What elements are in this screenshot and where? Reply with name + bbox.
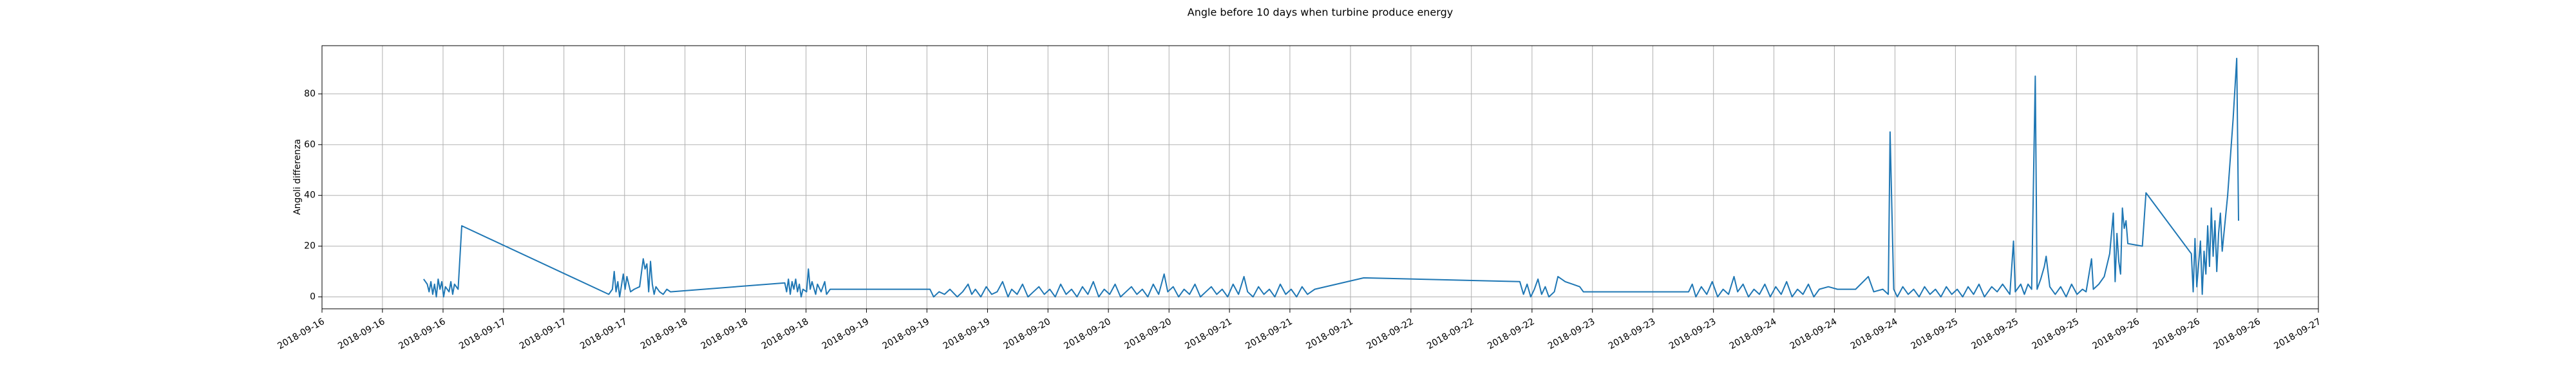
x-tick-label: 2018-09-16 bbox=[397, 317, 448, 352]
x-tick-label: 2018-09-23 bbox=[1607, 317, 1657, 352]
y-axis-label: Angoli differenza bbox=[292, 139, 303, 215]
x-tick-label: 2018-09-23 bbox=[1546, 317, 1596, 352]
x-tick-label: 2018-09-22 bbox=[1425, 317, 1475, 352]
y-tick-label: 60 bbox=[304, 140, 316, 150]
data-line bbox=[423, 57, 2239, 298]
x-tick-label: 2018-09-16 bbox=[336, 317, 387, 352]
y-tick-label: 40 bbox=[304, 190, 316, 201]
x-tick-label: 2018-09-22 bbox=[1365, 317, 1415, 352]
x-tick-label: 2018-09-17 bbox=[518, 317, 568, 352]
x-tick-label: 2018-09-27 bbox=[2272, 317, 2322, 352]
x-tick-label: 2018-09-22 bbox=[1486, 317, 1536, 352]
x-tick-label: 2018-09-20 bbox=[1062, 317, 1112, 352]
x-tick-label: 2018-09-19 bbox=[881, 317, 931, 352]
x-tick-label: 2018-09-19 bbox=[942, 317, 992, 352]
y-tick-label: 0 bbox=[310, 291, 316, 302]
x-tick-label: 2018-09-16 bbox=[276, 317, 327, 352]
x-tick-label: 2018-09-24 bbox=[1788, 317, 1839, 352]
x-tick-label: 2018-09-26 bbox=[2091, 317, 2142, 352]
x-tick-label: 2018-09-17 bbox=[457, 317, 507, 352]
x-tick-label: 2018-09-17 bbox=[578, 317, 629, 352]
x-tick-label: 2018-09-26 bbox=[2211, 317, 2262, 352]
plot-frame bbox=[321, 45, 2319, 309]
x-tick-label: 2018-09-21 bbox=[1183, 317, 1233, 352]
y-tick-label: 80 bbox=[304, 89, 316, 99]
x-tick-label: 2018-09-20 bbox=[1002, 317, 1052, 352]
y-tick-label: 20 bbox=[304, 241, 316, 252]
x-tick-label: 2018-09-21 bbox=[1304, 317, 1354, 352]
x-tick-label: 2018-09-26 bbox=[2151, 317, 2202, 352]
x-tick-label: 2018-09-25 bbox=[1909, 317, 1960, 352]
x-tick-label: 2018-09-21 bbox=[1244, 317, 1294, 352]
x-tick-label: 2018-09-18 bbox=[699, 317, 750, 352]
x-tick-label: 2018-09-18 bbox=[639, 317, 689, 352]
x-tick-label: 2018-09-24 bbox=[1728, 317, 1779, 352]
chart-title: Angle before 10 days when turbine produc… bbox=[1188, 6, 1453, 19]
x-tick-label: 2018-09-20 bbox=[1123, 317, 1173, 352]
x-tick-label: 2018-09-25 bbox=[2031, 317, 2081, 352]
x-tick-label: 2018-09-18 bbox=[760, 317, 810, 352]
x-tick-label: 2018-09-19 bbox=[820, 317, 871, 352]
x-tick-label: 2018-09-24 bbox=[1849, 317, 1900, 352]
x-tick-label: 2018-09-25 bbox=[1970, 317, 2020, 352]
x-tick-label: 2018-09-23 bbox=[1667, 317, 1718, 352]
